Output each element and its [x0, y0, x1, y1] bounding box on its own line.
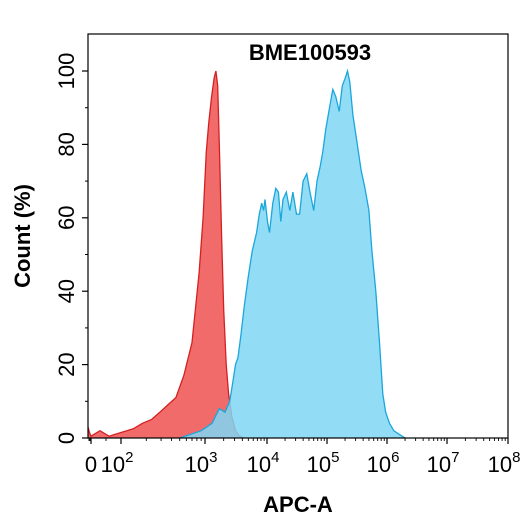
plot-frame — [87, 33, 509, 439]
x-tick-label: 108 — [488, 449, 521, 477]
series-layer — [88, 68, 406, 438]
y-tick-label: 100 — [54, 53, 79, 90]
x-tick-label: 106 — [367, 449, 400, 477]
y-axis-title: Count (%) — [10, 184, 35, 288]
x-tick-label: 103 — [185, 449, 218, 477]
y-tick-label: 0 — [54, 432, 79, 444]
y-tick-label: 20 — [54, 352, 79, 376]
series-area-0 — [88, 71, 244, 438]
series-outline-1 — [179, 68, 406, 438]
series-outline-0 — [88, 70, 244, 438]
x-tick-label: 107 — [427, 449, 460, 477]
y-tick-label: 80 — [54, 132, 79, 156]
y-tick-label: 40 — [54, 279, 79, 303]
x-tick-label: 104 — [247, 449, 280, 477]
y-axis: 0 20 40 60 80 100 — [54, 53, 88, 444]
x-tick-label: 0 — [85, 452, 97, 477]
series-area-1 — [179, 71, 406, 438]
x-axis: 0 102 103 104 105 106 107 108 — [85, 438, 521, 477]
chart-title: BME100593 — [249, 40, 371, 65]
y-tick-label: 60 — [54, 206, 79, 230]
x-axis-title: APC-A — [263, 492, 333, 517]
x-tick-label: 105 — [307, 449, 340, 477]
x-tick-label: 102 — [101, 449, 134, 477]
